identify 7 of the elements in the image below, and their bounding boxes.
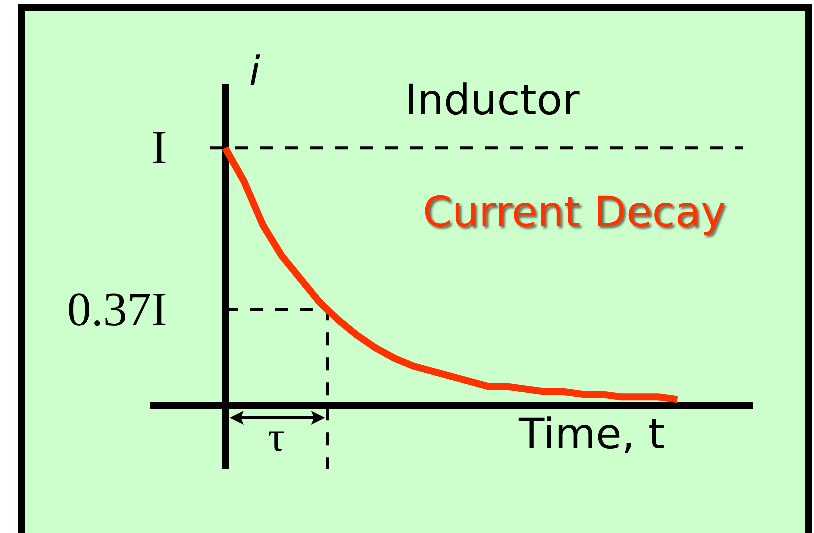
- ref-line-label: I: [151, 122, 168, 175]
- y-axis-title: i: [249, 49, 260, 95]
- text: τ: [268, 414, 285, 461]
- chart-title: Inductor: [405, 76, 581, 124]
- x-axis-title: Time, t: [518, 409, 665, 458]
- text: Current Decay: [423, 188, 726, 236]
- ref-line-label: 0.37I: [67, 283, 168, 336]
